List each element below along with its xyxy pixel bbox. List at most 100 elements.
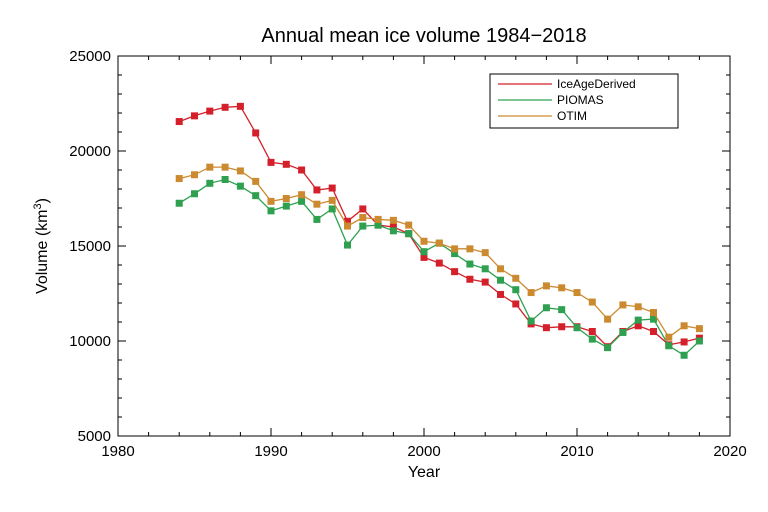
data-point-piomas (634, 316, 642, 324)
data-point-piomas (420, 248, 428, 256)
data-point-iceagederived (206, 107, 214, 115)
data-point-piomas (359, 222, 367, 230)
data-point-piomas (236, 182, 244, 190)
data-point-iceagederived (680, 338, 688, 346)
legend-label-otim: OTIM (557, 109, 587, 123)
data-point-iceagederived (359, 205, 367, 213)
data-point-piomas (573, 324, 581, 332)
data-point-piomas (695, 337, 703, 345)
legend-label-piomas: PIOMAS (557, 93, 604, 107)
data-point-otim (344, 222, 351, 230)
data-point-piomas (466, 260, 474, 268)
data-point-otim (298, 191, 306, 199)
y-tick-label: 25000 (69, 48, 111, 65)
data-point-otim (252, 177, 260, 185)
data-point-piomas (680, 351, 688, 359)
data-point-otim (665, 333, 673, 341)
data-point-iceagederived (451, 268, 459, 276)
data-point-otim (389, 216, 397, 224)
data-point-piomas (175, 199, 183, 207)
data-point-piomas (267, 207, 275, 215)
legend-label-iceagederived: IceAgeDerived (557, 77, 636, 91)
data-point-otim (650, 309, 657, 316)
legend-box (489, 73, 679, 129)
data-point-otim (481, 249, 489, 257)
data-point-piomas (191, 190, 198, 198)
data-point-otim (282, 195, 290, 202)
data-point-piomas (527, 317, 535, 325)
data-point-otim (466, 245, 474, 253)
data-point-iceagederived (236, 102, 244, 110)
data-point-otim (512, 274, 520, 282)
data-point-piomas (389, 227, 397, 235)
data-point-piomas (497, 276, 504, 284)
data-point-otim (405, 221, 413, 229)
data-point-piomas (481, 265, 489, 273)
x-tick-label: 1980 (101, 443, 134, 460)
data-point-otim (191, 171, 198, 179)
y-tick-label: 20000 (69, 143, 111, 160)
series-group (175, 102, 703, 359)
data-point-iceagederived (328, 184, 336, 192)
data-point-otim (451, 245, 459, 253)
series-iceagederived (175, 102, 703, 351)
data-point-iceagederived (267, 158, 275, 166)
data-point-otim (435, 239, 443, 247)
data-point-iceagederived (282, 160, 290, 168)
x-axis-label: Year (408, 464, 441, 481)
data-point-piomas (298, 197, 306, 205)
legend: IceAgeDerived PIOMAS OTIM (489, 73, 679, 129)
data-point-piomas (328, 205, 336, 213)
data-point-iceagederived (420, 253, 428, 261)
y-tick-label: 10000 (69, 333, 111, 350)
chart-title: Annual mean ice volume 1984−2018 (261, 25, 586, 47)
data-point-piomas (650, 315, 657, 323)
data-point-iceagederived (466, 275, 474, 283)
data-point-otim (374, 215, 382, 223)
data-point-otim (175, 175, 183, 183)
y-tick-label: 15000 (69, 238, 111, 255)
series-otim (175, 163, 703, 341)
data-point-otim (680, 322, 688, 330)
data-point-iceagederived (512, 300, 520, 308)
data-point-piomas (374, 221, 382, 229)
data-point-piomas (588, 335, 596, 343)
data-point-iceagederived (252, 129, 260, 137)
data-point-piomas (405, 230, 413, 238)
data-point-otim (206, 163, 214, 171)
data-point-iceagederived (481, 278, 489, 286)
series-piomas (175, 176, 703, 359)
data-point-otim (313, 200, 321, 208)
data-point-iceagederived (542, 324, 550, 332)
data-point-piomas (604, 344, 612, 352)
series-line-iceagederived (178, 105, 700, 348)
data-point-otim (619, 301, 627, 309)
data-point-otim (267, 197, 275, 205)
data-point-piomas (451, 250, 459, 258)
data-point-piomas (344, 241, 351, 249)
data-point-piomas (221, 176, 229, 183)
data-point-piomas (252, 192, 260, 200)
data-point-otim (588, 298, 596, 306)
data-point-otim (542, 282, 550, 290)
data-point-otim (527, 289, 535, 297)
x-tick-label: 2010 (560, 443, 593, 460)
data-point-piomas (512, 286, 520, 294)
y-axis-label: Volume (km3) (32, 198, 51, 294)
y-tick-label: 5000 (78, 428, 111, 445)
data-point-iceagederived (313, 186, 321, 194)
data-point-iceagederived (634, 322, 642, 330)
data-point-otim (221, 163, 229, 171)
data-point-iceagederived (175, 118, 183, 126)
data-point-otim (558, 284, 566, 292)
data-point-iceagederived (435, 259, 443, 267)
data-point-piomas (206, 179, 214, 187)
data-point-iceagederived (389, 223, 397, 231)
data-point-iceagederived (344, 217, 351, 225)
data-point-piomas (282, 202, 290, 210)
data-point-otim (328, 196, 336, 204)
y-axis: 5000 10000 15000 20000 25000 (69, 48, 730, 445)
data-point-otim (236, 167, 244, 175)
data-point-piomas (619, 328, 627, 336)
